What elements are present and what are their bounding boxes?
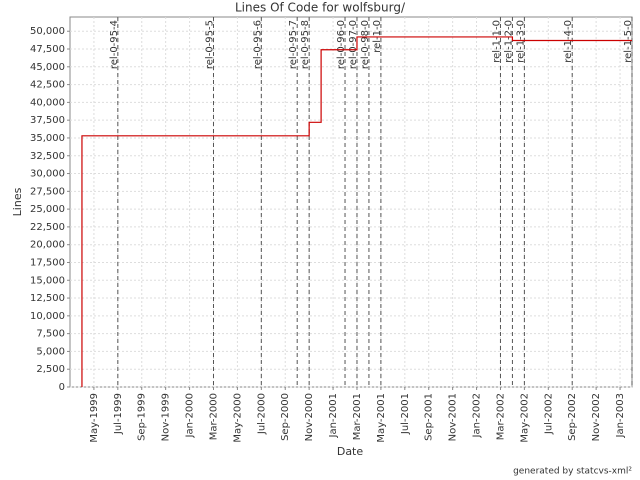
- y-tick-label: 25,000: [30, 204, 65, 215]
- x-tick-label: Jul-2000: [256, 393, 267, 435]
- footer: generated by statcvs-xml²: [513, 467, 632, 477]
- release-label: rel-0-95-7: [288, 20, 299, 69]
- release-label: rel-1-2-0: [503, 20, 514, 63]
- y-tick-label: 50,000: [30, 26, 65, 37]
- y-tick-label: 12,500: [30, 293, 65, 304]
- y-tick-label: 15,000: [30, 275, 65, 286]
- y-tick-label: 35,000: [30, 133, 65, 144]
- data-line: [81, 36, 632, 387]
- y-tick-label: 40,000: [30, 97, 65, 108]
- x-tick-label: Sep-2000: [280, 393, 291, 441]
- y-axis-label: Lines: [11, 187, 24, 216]
- y-tick-label: 20,000: [30, 240, 65, 251]
- x-tick-label: Jan-2002: [472, 393, 483, 438]
- plot-area: [69, 16, 633, 388]
- y-tick-label: 5,000: [36, 346, 65, 357]
- release-label: rel-0-95-6: [252, 20, 263, 69]
- y-tick-label: 47,500: [30, 44, 65, 55]
- x-tick-label: Mar-2002: [495, 393, 506, 440]
- x-tick-label: Jan-2000: [185, 393, 196, 438]
- release-label: rel-1-1-0: [491, 20, 502, 63]
- release-label: rel-0-95-4: [109, 20, 120, 69]
- y-tick-label: 10,000: [30, 311, 65, 322]
- release-label: rel-0-95-5: [204, 20, 215, 69]
- release-label: rel-0-95-8: [300, 20, 311, 69]
- y-tick-label: 30,000: [30, 169, 65, 180]
- x-tick-label: Jan-2001: [328, 393, 339, 438]
- y-tick-label: 32,500: [30, 151, 65, 162]
- x-tick-label: May-2000: [232, 393, 243, 443]
- chart-title: Lines Of Code for wolfsburg/: [235, 1, 406, 15]
- y-tick-label: 37,500: [30, 115, 65, 126]
- x-tick-label: Nov-1999: [161, 393, 172, 441]
- x-tick-label: May-2002: [519, 393, 530, 443]
- release-label: rel-0-97-0: [348, 20, 359, 69]
- x-tick-label: Nov-2001: [448, 393, 459, 441]
- release-label: rel-1-4-0: [563, 20, 574, 63]
- x-axis-label: Date: [337, 445, 364, 458]
- x-tick-label: Jul-1999: [113, 393, 124, 435]
- release-label: rel-1-5-0: [623, 20, 634, 63]
- x-tick-label: May-2001: [376, 393, 387, 443]
- x-tick-label: Nov-2000: [304, 393, 315, 441]
- x-tick-label: Nov-2002: [591, 393, 602, 441]
- x-tick-label: Sep-2002: [567, 393, 578, 441]
- x-tick-label: Jul-2002: [543, 393, 554, 435]
- x-tick-label: Mar-2000: [208, 393, 219, 440]
- x-tick-label: Sep-2001: [424, 393, 435, 441]
- x-tick-label: Jul-2001: [400, 393, 411, 435]
- release-label: rel-0-98-0: [360, 20, 371, 69]
- y-tick-label: 2,500: [36, 364, 65, 375]
- y-tick-label: 7,500: [36, 329, 65, 340]
- x-tick-label: Sep-1999: [137, 393, 148, 441]
- y-tick-label: 0: [59, 382, 65, 393]
- x-tick-label: May-1999: [89, 393, 100, 443]
- x-tick-label: Mar-2001: [352, 393, 363, 440]
- y-tick-label: 45,000: [30, 62, 65, 73]
- release-label: rel-0-96-0: [336, 20, 347, 69]
- release-label: rel-1-3-0: [515, 20, 526, 63]
- y-tick-label: 22,500: [30, 222, 65, 233]
- x-tick-label: Jan-2003: [615, 393, 626, 438]
- y-tick-label: 42,500: [30, 80, 65, 91]
- y-tick-label: 17,500: [30, 257, 65, 268]
- y-tick-label: 27,500: [30, 186, 65, 197]
